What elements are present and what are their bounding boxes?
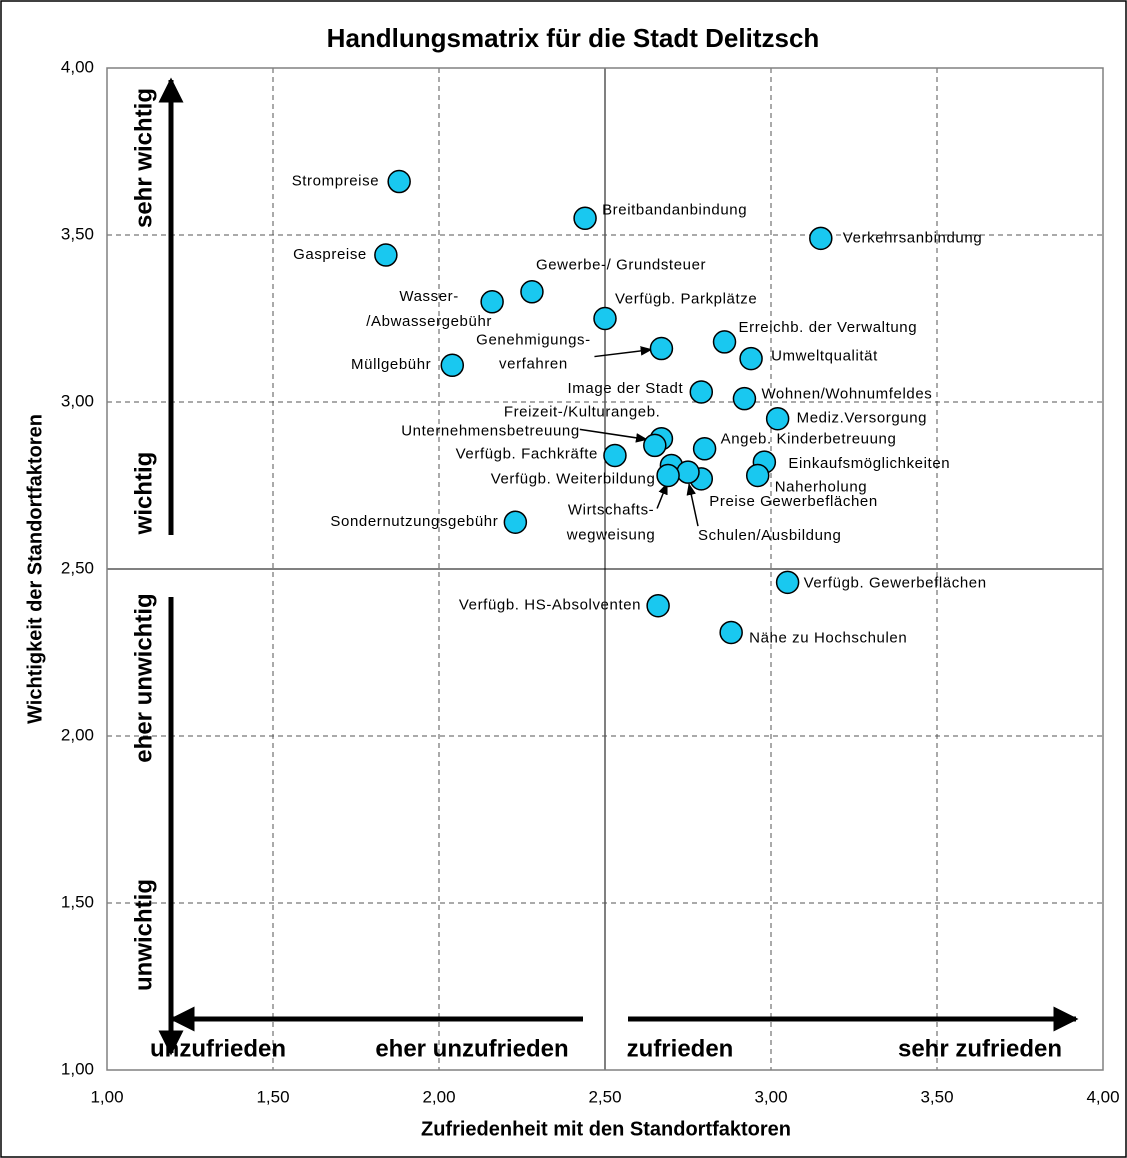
point (643, 433, 667, 458)
plot: Strompreise Breitbandanbindung Verkehrsanb… (292, 169, 987, 646)
point-label: wegweisung (566, 526, 656, 543)
x-tick-label: 3,00 (754, 1087, 787, 1106)
annotation: unwichtig (130, 879, 157, 991)
point (573, 206, 597, 231)
point-label: Verfügb. Parkplätze (615, 290, 757, 307)
point-label: Schulen/Ausbildung (698, 527, 841, 544)
point-label: Umweltqualität (771, 348, 878, 365)
annotation: sehr wichtig (130, 88, 157, 228)
point-label: Angeb. Kinderbetreuung (721, 431, 897, 448)
point (775, 570, 800, 595)
label-arrow (686, 482, 699, 527)
point (387, 169, 411, 194)
point-label: Strompreise (292, 173, 379, 190)
point-label: Verfügb. Fachkräfte (456, 445, 598, 462)
point (719, 620, 743, 645)
point (503, 510, 528, 534)
y-tick-label: 2,00 (61, 725, 94, 744)
point (809, 226, 833, 251)
point-label: Erreichb. der Verwaltung (739, 319, 918, 336)
point-label: Preise Gewerbeflächen (709, 493, 878, 510)
label-arrow (579, 428, 648, 443)
point (656, 463, 680, 488)
point (374, 243, 398, 267)
x-tick-label: 2,00 (422, 1087, 455, 1106)
annotation: sehr zufrieden (898, 1035, 1062, 1062)
point-label: Breitbandanbindung (602, 201, 747, 218)
label-arrow (594, 346, 653, 358)
point-label: Gaspreise (293, 246, 367, 263)
point (689, 380, 714, 404)
point (480, 290, 504, 314)
annotation: wichtig (130, 452, 157, 536)
point-label: Verfügb. Weiterbildung (491, 470, 656, 487)
point (440, 353, 465, 378)
point-label: Nähe zu Hochschulen (749, 629, 907, 646)
annotation: eher unzufrieden (375, 1035, 568, 1062)
annotation: eher unwichtig (130, 593, 157, 762)
y-axis-label: Wichtigkeit der Standortfaktoren (24, 414, 46, 724)
point-label: Verkehrsanbindung (843, 229, 982, 246)
x-tick-label: 2,50 (588, 1087, 621, 1106)
y-tick-label: 1,00 (61, 1059, 94, 1078)
chart-title: Handlungsmatrix für die Stadt Delitzsch (327, 23, 820, 53)
point-label: Freizeit-/Kulturangeb. (504, 404, 661, 421)
point (676, 460, 700, 484)
point (712, 330, 737, 354)
x-tick-label: 3,50 (920, 1087, 953, 1106)
label-arrow (656, 482, 668, 509)
direction-arrows (158, 77, 1079, 1056)
y-tick-label: 3,50 (61, 224, 94, 243)
point (520, 280, 544, 304)
grid (107, 68, 1103, 1070)
point (732, 386, 757, 411)
point-label: Einkaufsmöglichkeiten (788, 455, 950, 472)
y-tick-label: 2,50 (61, 558, 94, 577)
point-label: Mediz.Versorgung (797, 410, 928, 427)
point-label: Verfügb. Gewerbeflächen (804, 574, 987, 591)
y-tick-label: 4,00 (61, 57, 94, 76)
x-tick-label: 1,50 (256, 1087, 289, 1106)
x-tick-label: 1,00 (90, 1087, 123, 1106)
plot-border (106, 67, 1104, 1071)
annotation: unzufrieden (150, 1035, 286, 1062)
point-label: Sondernutzungsgebühr (330, 513, 498, 530)
point-label: Image der Stadt (568, 380, 684, 397)
annotation: zufrieden (627, 1035, 734, 1062)
point (593, 306, 617, 331)
point-label: Wirtschafts- (568, 501, 654, 518)
x-axis-label: Zufriedenheit mit den Standortfaktoren (421, 1118, 791, 1140)
point-label: Wohnen/Wohnumfeldes (761, 386, 932, 403)
point (765, 406, 790, 431)
y-tick-label: 1,50 (61, 892, 94, 911)
point-label: Genehmigungs- (476, 332, 591, 349)
point (745, 463, 770, 488)
point-label: Müllgebühr (351, 356, 431, 373)
point (603, 443, 627, 468)
y-tick-label: 3,00 (61, 391, 94, 410)
point-label: /Abwassergebühr (366, 313, 492, 330)
point (649, 336, 674, 361)
point (692, 437, 717, 461)
point (646, 593, 670, 618)
point (739, 346, 763, 371)
point-label: verfahren (499, 356, 568, 373)
point-label: Verfügb. HS-Absolventen (459, 597, 641, 614)
point-label: Unternehmensbetreuung (401, 422, 580, 439)
point-label: Gewerbe-/ Grundsteuer (536, 257, 706, 274)
x-tick-label: 4,00 (1086, 1087, 1119, 1106)
point-label: Naherholung (775, 478, 868, 495)
point-label: Wasser- (399, 288, 458, 305)
